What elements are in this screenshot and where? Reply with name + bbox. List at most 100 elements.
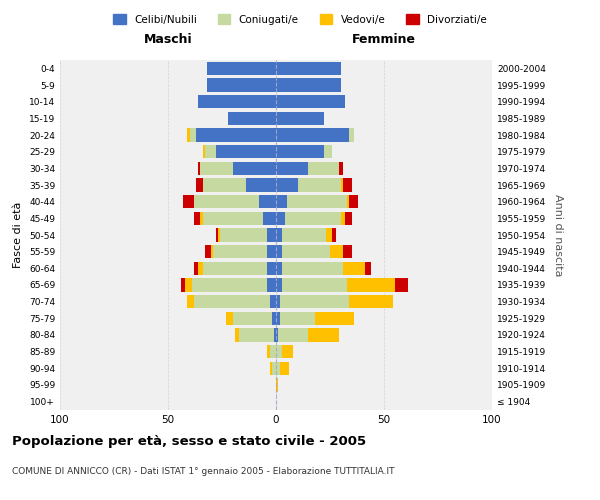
Bar — [332, 228, 337, 241]
Bar — [181, 278, 185, 291]
Bar — [214, 245, 268, 258]
Bar — [203, 212, 263, 225]
Bar — [343, 178, 352, 192]
Y-axis label: Fasce di età: Fasce di età — [13, 202, 23, 268]
Bar — [215, 145, 276, 158]
Bar — [276, 278, 283, 291]
Bar — [263, 212, 276, 225]
Bar — [283, 228, 326, 241]
Bar — [274, 328, 276, 342]
Bar — [276, 228, 283, 241]
Bar — [183, 195, 194, 208]
Bar — [349, 295, 392, 308]
Bar — [276, 128, 349, 141]
Legend: Celibi/Nubili, Coniugati/e, Vedovi/e, Divorziati/e: Celibi/Nubili, Coniugati/e, Vedovi/e, Di… — [109, 10, 491, 29]
Bar — [283, 245, 330, 258]
Bar — [287, 195, 347, 208]
Bar — [315, 312, 354, 325]
Bar — [349, 195, 358, 208]
Bar — [276, 78, 341, 92]
Bar — [280, 362, 289, 375]
Bar — [200, 162, 233, 175]
Bar — [345, 212, 352, 225]
Bar — [226, 312, 233, 325]
Text: COMUNE DI ANNICCO (CR) - Dati ISTAT 1° gennaio 2005 - Elaborazione TUTTITALIA.IT: COMUNE DI ANNICCO (CR) - Dati ISTAT 1° g… — [12, 468, 395, 476]
Bar — [203, 145, 205, 158]
Bar — [268, 245, 276, 258]
Bar — [283, 278, 347, 291]
Bar — [349, 128, 354, 141]
Text: Femmine: Femmine — [352, 33, 416, 46]
Bar — [239, 328, 274, 342]
Bar — [276, 378, 278, 392]
Bar — [233, 162, 276, 175]
Bar — [233, 312, 272, 325]
Bar — [203, 178, 246, 192]
Bar — [283, 345, 293, 358]
Bar — [187, 295, 194, 308]
Bar — [194, 295, 269, 308]
Bar — [268, 278, 276, 291]
Bar — [194, 195, 259, 208]
Bar — [276, 345, 283, 358]
Bar — [190, 128, 196, 141]
Bar — [276, 262, 283, 275]
Bar — [338, 162, 343, 175]
Bar — [200, 212, 203, 225]
Bar — [269, 345, 276, 358]
Bar — [276, 95, 345, 108]
Bar — [276, 195, 287, 208]
Bar — [198, 262, 203, 275]
Bar — [269, 295, 276, 308]
Bar — [268, 345, 269, 358]
Bar — [347, 195, 349, 208]
Bar — [198, 162, 200, 175]
Bar — [326, 228, 332, 241]
Bar — [341, 212, 345, 225]
Bar — [276, 112, 323, 125]
Bar — [207, 78, 276, 92]
Bar — [196, 178, 203, 192]
Bar — [276, 312, 280, 325]
Text: Popolazione per età, sesso e stato civile - 2005: Popolazione per età, sesso e stato civil… — [12, 435, 366, 448]
Bar — [235, 328, 239, 342]
Bar — [283, 262, 343, 275]
Bar — [268, 228, 276, 241]
Bar — [276, 328, 278, 342]
Text: Maschi: Maschi — [143, 33, 193, 46]
Bar — [341, 178, 343, 192]
Bar — [276, 295, 280, 308]
Bar — [365, 262, 371, 275]
Bar — [347, 278, 395, 291]
Bar — [308, 328, 338, 342]
Bar — [298, 178, 341, 192]
Bar — [276, 178, 298, 192]
Bar — [269, 362, 272, 375]
Bar — [194, 262, 198, 275]
Bar — [278, 328, 308, 342]
Bar — [280, 312, 315, 325]
Bar — [194, 212, 200, 225]
Bar — [280, 295, 349, 308]
Bar — [272, 362, 276, 375]
Bar — [198, 95, 276, 108]
Bar — [187, 128, 190, 141]
Bar — [218, 228, 220, 241]
Y-axis label: Anni di nascita: Anni di nascita — [553, 194, 563, 276]
Bar — [259, 195, 276, 208]
Bar — [276, 362, 280, 375]
Bar — [395, 278, 408, 291]
Bar — [215, 228, 218, 241]
Bar — [276, 62, 341, 75]
Bar — [192, 278, 268, 291]
Bar — [229, 112, 276, 125]
Bar — [196, 128, 276, 141]
Bar — [323, 145, 332, 158]
Bar — [246, 178, 276, 192]
Bar — [276, 212, 284, 225]
Bar — [268, 262, 276, 275]
Bar — [185, 278, 192, 291]
Bar — [205, 145, 215, 158]
Bar — [220, 228, 268, 241]
Bar — [284, 212, 341, 225]
